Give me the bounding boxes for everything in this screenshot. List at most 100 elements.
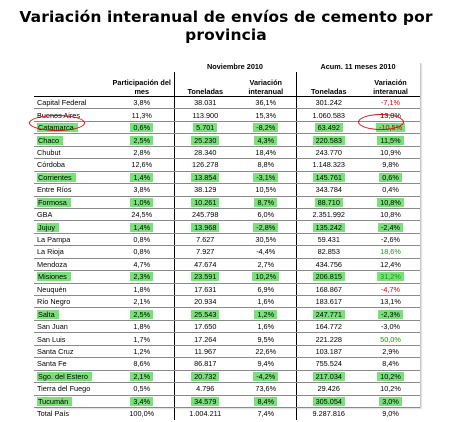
participacion-cell: 1,4% (130, 222, 154, 232)
toneladas-acum-cell: 221.228 (315, 334, 342, 344)
title-line-1: Variación interanual de envíos de cement… (19, 8, 433, 26)
header-variacion-nov: Variación interanual (236, 72, 297, 97)
variacion-nov-cell: -4,2% (253, 371, 279, 381)
participacion-cell: 1,2% (133, 346, 151, 356)
province-cell: Mendoza (37, 259, 68, 269)
variacion-acum-cell: 50,0% (380, 334, 401, 344)
toneladas-nov-cell: 20.934 (194, 297, 217, 307)
toneladas-nov-cell: 5.701 (193, 123, 218, 133)
table-row: Santa Cruz 1,2% 11.967 22,6% 103.187 2,9% (34, 345, 421, 359)
variacion-acum-cell: 2,9% (382, 346, 399, 356)
participacion-cell: 1,8% (133, 284, 151, 294)
participacion-cell: 0,8% (133, 247, 151, 257)
variacion-acum-cell: -2,3% (377, 309, 404, 319)
header-variacion-acum: Variación interanual (361, 72, 421, 97)
variacion-acum-cell: 12,4% (380, 259, 401, 269)
toneladas-nov-cell: 13.854 (191, 172, 220, 182)
cement-shipments-table: Noviembre 2010 Acum. 11 meses 2010 Parti… (34, 62, 421, 420)
province-cell: La Pampa (37, 235, 71, 245)
participacion-cell: 2,1% (133, 297, 151, 307)
toneladas-acum-cell: 1.060.583 (312, 110, 345, 120)
toneladas-acum-cell: 82.853 (317, 247, 340, 257)
page-title: Variación interanual de envíos de cement… (0, 8, 452, 44)
toneladas-acum-cell: 88.710 (314, 197, 343, 207)
variacion-acum-cell: 18,6% (380, 247, 401, 257)
toneladas-nov-cell: 38.129 (194, 185, 217, 195)
province-cell: Córdoba (37, 160, 65, 170)
province-cell: Sgo. del Estero (37, 371, 92, 381)
toneladas-nov-cell: 25.543 (191, 309, 220, 319)
toneladas-acum-cell: 145.761 (312, 172, 345, 182)
variacion-nov-cell: 73,6% (255, 384, 277, 394)
table-row: Neuquén 1,8% 17.631 6,9% 168.867 -4,7% (34, 283, 421, 297)
table-row: Formosa 1,0% 10.261 8,7% 88.710 10,8% (34, 196, 421, 209)
table-row: San Luis 1,7% 17.264 9,5% 221.228 50,0% (34, 332, 421, 346)
toneladas-nov-cell: 113.900 (192, 110, 219, 120)
table-row: Salta 2,5% 25.543 1,2% 247.771 -2,3% (34, 307, 421, 321)
total-label: Total País (37, 409, 70, 419)
participacion-cell: 24,5% (131, 210, 153, 220)
table-row: Sgo. del Estero 2,1% 20.732 -4,2% 217.034 10,… (34, 370, 421, 384)
variacion-nov-cell: 1,6% (257, 322, 275, 332)
variacion-nov-cell: 1,6% (257, 297, 275, 307)
participacion-cell: 0,6% (130, 123, 154, 133)
province-cell: Tierra del Fuego (37, 384, 91, 394)
toneladas-acum-cell: 755.524 (315, 359, 342, 369)
table-row: La Pampa 0,8% 7.627 30,5% 59.431 -2,6% (34, 233, 421, 247)
province-cell: Neuquén (37, 284, 67, 294)
variacion-acum-cell: 10,2% (377, 371, 404, 381)
variacion-acum-cell: -7,1% (380, 98, 401, 108)
province-cell: Corrientes (37, 172, 76, 182)
variacion-nov-cell: -4,4% (256, 247, 276, 257)
variacion-acum-cell: 10,8% (377, 197, 404, 207)
variacion-nov-cell: 9,4% (257, 359, 275, 369)
table-row: Santa Fe 8,6% 86.817 9,4% 755.524 8,4% (34, 357, 421, 371)
variacion-acum-cell: 31,2% (377, 272, 404, 282)
toneladas-nov-cell: 20.732 (191, 371, 220, 381)
province-cell: Jujuy (37, 222, 60, 232)
toneladas-nov-cell: 13.968 (191, 222, 220, 232)
toneladas-nov-cell: 10.261 (191, 197, 220, 207)
toneladas-nov-cell: 25.230 (191, 135, 220, 145)
toneladas-nov-cell: 38.031 (194, 98, 217, 108)
toneladas-acum-cell: 103.187 (315, 346, 342, 356)
total-variacion-acum: 9,0% (382, 409, 399, 419)
participacion-cell: 1,8% (133, 322, 151, 332)
toneladas-acum-cell: 301.242 (315, 98, 342, 108)
toneladas-nov-cell: 7.627 (196, 235, 215, 245)
toneladas-nov-cell: 245.798 (192, 210, 219, 220)
toneladas-nov-cell: 23.591 (191, 272, 220, 282)
variacion-nov-cell: 22,6% (255, 346, 277, 356)
province-cell: Chubut (37, 147, 61, 157)
participacion-cell: 2,1% (130, 371, 154, 381)
toneladas-nov-cell: 7.927 (196, 247, 215, 257)
participacion-cell: 12,6% (131, 160, 153, 170)
variacion-nov-cell: 6,0% (257, 210, 275, 220)
variacion-nov-cell: 2,7% (257, 259, 275, 269)
province-cell: Chaco (37, 135, 64, 145)
province-cell: Tucumán (37, 396, 73, 406)
province-cell: Salta (37, 309, 59, 319)
variacion-acum-cell: -3,0% (380, 322, 401, 332)
table-row: Chubut 2,8% 28.340 18,4% 243.770 10,9% (34, 146, 421, 160)
participacion-cell: 2,3% (130, 272, 154, 282)
toneladas-acum-cell: 243.770 (315, 147, 342, 157)
title-line-2: provincia (185, 26, 267, 44)
participacion-cell: 3,8% (133, 98, 151, 108)
variacion-nov-cell: 15,3% (255, 110, 277, 120)
header-toneladas-nov: Toneladas (173, 72, 236, 97)
participacion-cell: 8,6% (133, 359, 151, 369)
variacion-acum-cell: 13,1% (380, 297, 401, 307)
participacion-cell: 0,8% (133, 235, 151, 245)
variacion-nov-cell: 4,3% (254, 135, 278, 145)
variacion-nov-cell: 9,5% (257, 334, 275, 344)
variacion-acum-cell: 8,4% (382, 359, 399, 369)
table-row: La Rioja 0,8% 7.927 -4,4% 82.853 18,6% (34, 245, 421, 259)
participacion-cell: 2,5% (130, 309, 154, 319)
toneladas-nov-cell: 17.650 (194, 322, 217, 332)
header-toneladas-acum: Toneladas (295, 72, 362, 97)
toneladas-nov-cell: 28.340 (194, 147, 217, 157)
province-cell: San Luis (37, 334, 66, 344)
variacion-nov-cell: -3,1% (253, 172, 279, 182)
participacion-cell: 4,7% (133, 259, 151, 269)
